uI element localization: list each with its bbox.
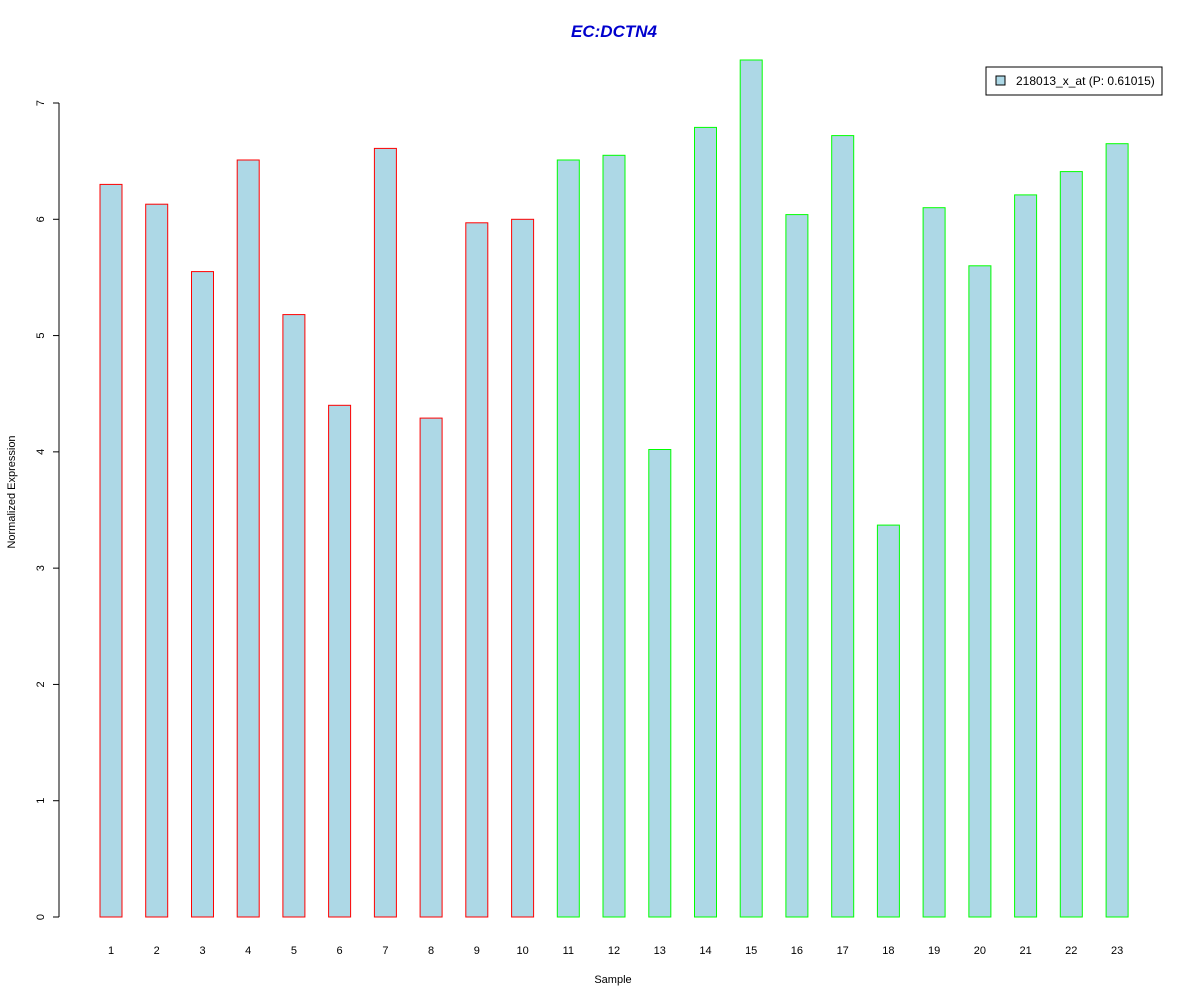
- chart-title: EC:DCTN4: [571, 22, 657, 41]
- y-tick-label: 4: [35, 449, 47, 455]
- y-tick-label: 7: [35, 100, 47, 106]
- x-tick-label: 6: [337, 945, 343, 957]
- bar-sample-7: [373, 147, 397, 918]
- bar-sample-20: [968, 265, 992, 918]
- bar-sample-17: [831, 135, 855, 918]
- x-tick-label: 1: [108, 945, 114, 957]
- bar-sample-2: [145, 203, 169, 918]
- x-tick-label: 12: [608, 945, 620, 957]
- bar-sample-11: [556, 159, 580, 918]
- bar-sample-22: [1059, 171, 1083, 918]
- y-tick-label: 3: [35, 565, 47, 571]
- bar-sample-3: [191, 271, 214, 918]
- bar-sample-1: [99, 183, 123, 918]
- bar-sample-9: [465, 222, 489, 918]
- x-tick-label: 23: [1111, 945, 1123, 957]
- bar-sample-5: [282, 314, 306, 918]
- x-axis-label: Sample: [594, 974, 631, 986]
- x-tick-label: 13: [654, 945, 666, 957]
- y-tick-label: 5: [35, 333, 47, 339]
- x-tick-label: 3: [199, 945, 205, 957]
- bars: [99, 59, 1129, 918]
- x-tick-label: 19: [928, 945, 940, 957]
- bar-sample-12: [602, 154, 626, 918]
- bar-sample-18: [876, 524, 900, 918]
- x-tick-label: 22: [1065, 945, 1077, 957]
- bar-sample-19: [922, 207, 946, 918]
- x-axis: 1 2 3 4 5 6 7 8 9 10 11 12 13 14 15 16 17 18 19 20 21 22 23: [108, 945, 1123, 957]
- x-tick-label: 18: [882, 945, 894, 957]
- x-tick-label: 21: [1019, 945, 1031, 957]
- bar-sample-16: [785, 214, 809, 918]
- x-tick-label: 2: [154, 945, 160, 957]
- legend: 218013_x_at (P: 0.61015): [985, 66, 1163, 96]
- x-tick-label: 7: [382, 945, 388, 957]
- y-tick-label: 1: [35, 798, 47, 804]
- x-tick-label: 11: [563, 945, 574, 957]
- bar-sample-10: [511, 218, 535, 918]
- bar-sample-6: [328, 404, 352, 918]
- x-tick-label: 9: [474, 945, 480, 957]
- x-tick-label: 8: [428, 945, 434, 957]
- x-tick-label: 5: [291, 945, 297, 957]
- bar-sample-14: [694, 126, 717, 918]
- legend-box: [985, 66, 1163, 96]
- y-axis: 0 1 2 3 4 5 6 7: [35, 100, 60, 920]
- x-tick-label: 20: [974, 945, 986, 957]
- bar-sample-21: [1014, 194, 1038, 918]
- legend-swatch: [995, 75, 1006, 86]
- x-tick-label: 14: [699, 945, 711, 957]
- bar-sample-4: [236, 159, 260, 918]
- bar-sample-15: [739, 59, 763, 918]
- x-tick-label: 10: [516, 945, 528, 957]
- bar-sample-23: [1105, 143, 1129, 918]
- bar-sample-8: [419, 417, 443, 918]
- x-tick-label: 17: [837, 945, 849, 957]
- y-axis-label: Normalized Expression: [6, 435, 18, 548]
- y-tick-label: 2: [35, 681, 47, 687]
- x-tick-label: 15: [745, 945, 757, 957]
- legend-label: 218013_x_at (P: 0.61015): [1016, 74, 1155, 88]
- x-tick-label: 4: [245, 945, 251, 957]
- bar-sample-13: [648, 449, 672, 918]
- y-tick-label: 6: [35, 216, 47, 222]
- x-tick-label: 16: [791, 945, 803, 957]
- y-tick-label: 0: [35, 914, 47, 920]
